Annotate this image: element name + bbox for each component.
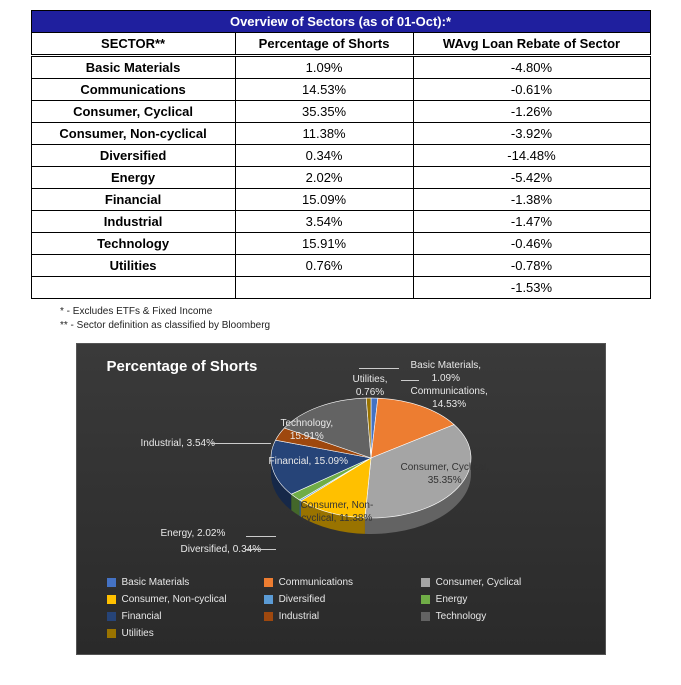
cell-reb: -0.78% (413, 255, 650, 277)
legend-swatch (421, 612, 430, 621)
cell-reb: -1.47% (413, 211, 650, 233)
cell-reb: -1.38% (413, 189, 650, 211)
cell-sector: Technology (31, 233, 235, 255)
legend-swatch (421, 595, 430, 604)
footnote-1: * - Excludes ETFs & Fixed Income (60, 305, 651, 319)
cell-sector: Energy (31, 167, 235, 189)
cell-reb: -3.92% (413, 123, 650, 145)
legend-item: Utilities (107, 628, 264, 639)
slice-label: Communications,14.53% (411, 386, 488, 411)
cell-reb: -4.80% (413, 56, 650, 79)
pie-chart: Percentage of Shorts Basic Materials,1.0… (76, 343, 606, 655)
cell-sector: Utilities (31, 255, 235, 277)
table-row: Consumer, Non-cyclical11.38%-3.92% (31, 123, 650, 145)
table-row: Utilities0.76%-0.78% (31, 255, 650, 277)
legend-label: Consumer, Cyclical (436, 577, 522, 588)
table-row: Communications14.53%-0.61% (31, 79, 650, 101)
cell-sector: Industrial (31, 211, 235, 233)
col-sector: SECTOR** (31, 33, 235, 56)
cell-total-reb: -1.53% (413, 277, 650, 299)
cell-sector: Financial (31, 189, 235, 211)
cell-pct: 15.91% (235, 233, 413, 255)
legend-item: Basic Materials (107, 577, 264, 588)
table-row: Industrial3.54%-1.47% (31, 211, 650, 233)
legend-label: Utilities (122, 628, 154, 639)
slice-label: Industrial, 3.54% (141, 438, 216, 451)
cell-reb: -0.61% (413, 79, 650, 101)
cell-pct: 0.76% (235, 255, 413, 277)
cell-pct: 2.02% (235, 167, 413, 189)
table-row: Technology15.91%-0.46% (31, 233, 650, 255)
table-row: Basic Materials1.09%-4.80% (31, 56, 650, 79)
legend-swatch (107, 629, 116, 638)
leader-line (401, 380, 419, 381)
legend-swatch (264, 578, 273, 587)
footnote-2: ** - Sector definition as classified by … (60, 319, 651, 333)
col-pct: Percentage of Shorts (235, 33, 413, 56)
cell-pct: 14.53% (235, 79, 413, 101)
legend-label: Industrial (279, 611, 320, 622)
cell-pct: 11.38% (235, 123, 413, 145)
cell-pct: 35.35% (235, 101, 413, 123)
slice-label: Energy, 2.02% (161, 528, 226, 541)
legend-item: Communications (264, 577, 421, 588)
cell-reb: -14.48% (413, 145, 650, 167)
cell-sector: Communications (31, 79, 235, 101)
legend-item: Diversified (264, 594, 421, 605)
legend-item: Financial (107, 611, 264, 622)
legend-item: Energy (421, 594, 578, 605)
slice-label: Consumer, Cyclical,35.35% (401, 462, 489, 487)
cell-pct: 0.34% (235, 145, 413, 167)
table-title: Overview of Sectors (as of 01-Oct):* (31, 11, 650, 33)
legend-swatch (421, 578, 430, 587)
cell-sector: Consumer, Cyclical (31, 101, 235, 123)
legend-swatch (264, 612, 273, 621)
chart-legend: Basic Materials Communications Consumer, C… (91, 574, 591, 646)
legend-item: Technology (421, 611, 578, 622)
legend-label: Financial (122, 611, 162, 622)
legend-label: Basic Materials (122, 577, 190, 588)
legend-swatch (107, 595, 116, 604)
legend-label: Energy (436, 594, 468, 605)
cell-pct: 15.09% (235, 189, 413, 211)
slice-label: Financial, 15.09% (269, 456, 349, 469)
sector-table: Overview of Sectors (as of 01-Oct):* SEC… (31, 10, 651, 299)
table-row: Consumer, Cyclical35.35%-1.26% (31, 101, 650, 123)
cell-reb: -5.42% (413, 167, 650, 189)
legend-swatch (107, 578, 116, 587)
cell-sector: Basic Materials (31, 56, 235, 79)
cell-reb: -1.26% (413, 101, 650, 123)
legend-label: Diversified (279, 594, 326, 605)
legend-label: Consumer, Non-cyclical (122, 594, 227, 605)
leader-line (359, 368, 399, 369)
table-row: Energy2.02%-5.42% (31, 167, 650, 189)
legend-swatch (264, 595, 273, 604)
table-row: Financial15.09%-1.38% (31, 189, 650, 211)
slice-label: Consumer, Non-cyclical, 11.38% (301, 500, 374, 525)
leader-line (246, 549, 276, 550)
col-reb: WAvg Loan Rebate of Sector (413, 33, 650, 56)
cell-pct: 3.54% (235, 211, 413, 233)
table-row: Diversified0.34%-14.48% (31, 145, 650, 167)
slice-label: Utilities,0.76% (353, 374, 388, 399)
legend-label: Technology (436, 611, 487, 622)
cell-pct: 1.09% (235, 56, 413, 79)
legend-label: Communications (279, 577, 353, 588)
cell-sector: Consumer, Non-cyclical (31, 123, 235, 145)
legend-swatch (107, 612, 116, 621)
slice-label: Basic Materials,1.09% (411, 360, 482, 385)
legend-item: Industrial (264, 611, 421, 622)
cell-reb: -0.46% (413, 233, 650, 255)
legend-item: Consumer, Non-cyclical (107, 594, 264, 605)
legend-item: Consumer, Cyclical (421, 577, 578, 588)
leader-line (246, 536, 276, 537)
slice-label: Technology,15.91% (281, 418, 334, 443)
leader-line (211, 443, 271, 444)
table-row-total: -1.53% (31, 277, 650, 299)
slice-label: Diversified, 0.34% (181, 544, 262, 557)
cell-sector: Diversified (31, 145, 235, 167)
